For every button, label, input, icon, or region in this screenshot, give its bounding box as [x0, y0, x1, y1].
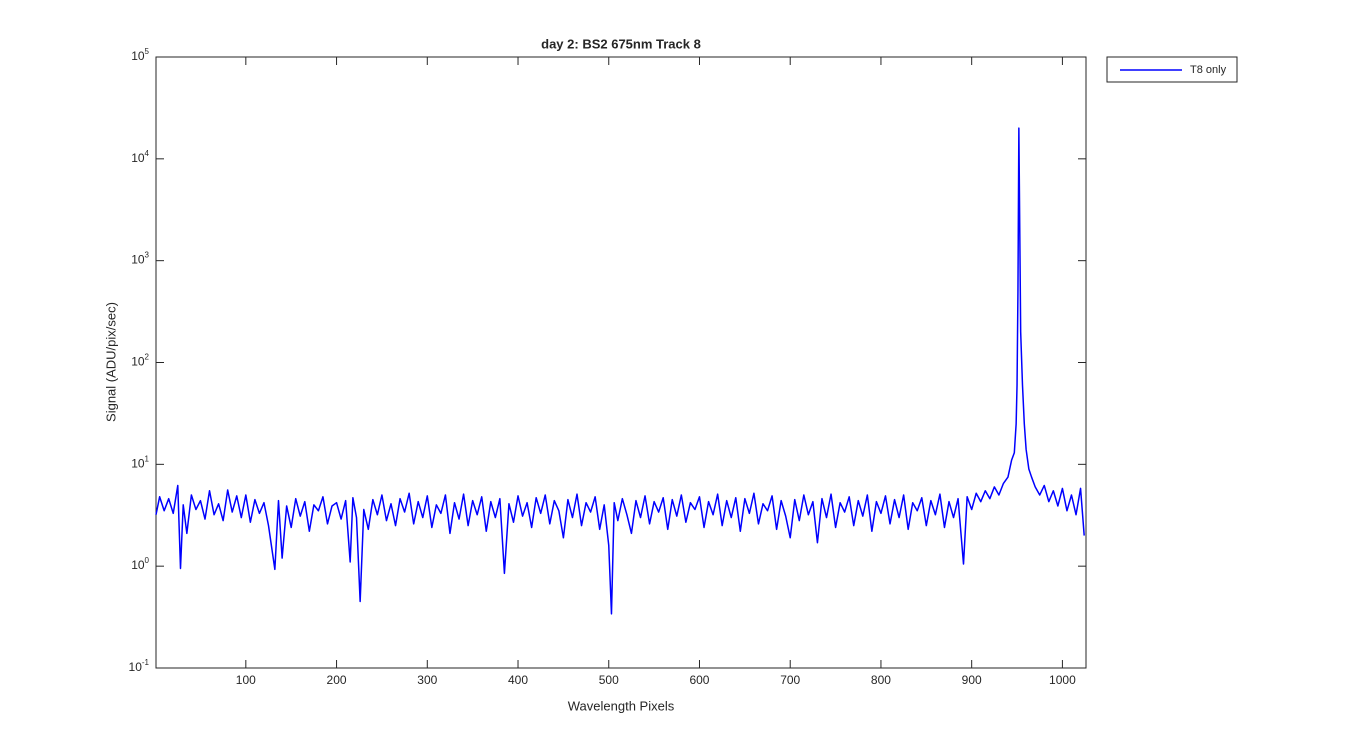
y-tick-exponent: 3 — [145, 251, 150, 260]
x-tick-label: 100 — [236, 673, 256, 687]
y-tick-label: 104 — [131, 149, 149, 165]
y-tick-label: 10-1 — [129, 658, 150, 674]
x-tick-label: 300 — [417, 673, 437, 687]
y-tick-base: 10 — [131, 558, 145, 572]
y-tick-exponent: 1 — [145, 454, 150, 463]
y-tick-label: 101 — [131, 454, 149, 470]
x-tick-label: 1000 — [1049, 673, 1076, 687]
y-tick-label: 103 — [131, 251, 149, 267]
chart-title: day 2: BS2 675nm Track 8 — [541, 36, 701, 51]
y-tick-exponent: 2 — [145, 353, 150, 362]
y-tick-base: 10 — [131, 253, 145, 267]
y-tick-exponent: 4 — [145, 149, 150, 158]
y-tick-base: 10 — [131, 355, 145, 369]
y-tick-base: 10 — [131, 49, 145, 63]
legend-label: T8 only — [1190, 64, 1227, 76]
x-tick-label: 900 — [962, 673, 982, 687]
x-tick-label: 700 — [780, 673, 800, 687]
x-tick-label: 400 — [508, 673, 528, 687]
y-tick-exponent: -1 — [142, 658, 150, 667]
y-tick-exponent: 0 — [145, 556, 150, 565]
y-tick-exponent: 5 — [145, 47, 150, 56]
y-tick-base: 10 — [131, 457, 145, 471]
y-tick-label: 102 — [131, 353, 149, 369]
x-tick-label: 500 — [599, 673, 619, 687]
y-tick-base: 10 — [131, 151, 145, 165]
y-tick-label: 105 — [131, 47, 149, 63]
y-tick-label: 100 — [131, 556, 149, 572]
x-tick-label: 800 — [871, 673, 891, 687]
x-tick-label: 200 — [327, 673, 347, 687]
x-tick-label: 600 — [689, 673, 709, 687]
y-axis-label: Signal (ADU/pix/sec) — [103, 302, 118, 422]
x-axis-label: Wavelength Pixels — [568, 698, 675, 713]
data-line — [155, 127, 1085, 615]
y-tick-base: 10 — [129, 660, 143, 674]
plot-area — [155, 56, 1087, 669]
